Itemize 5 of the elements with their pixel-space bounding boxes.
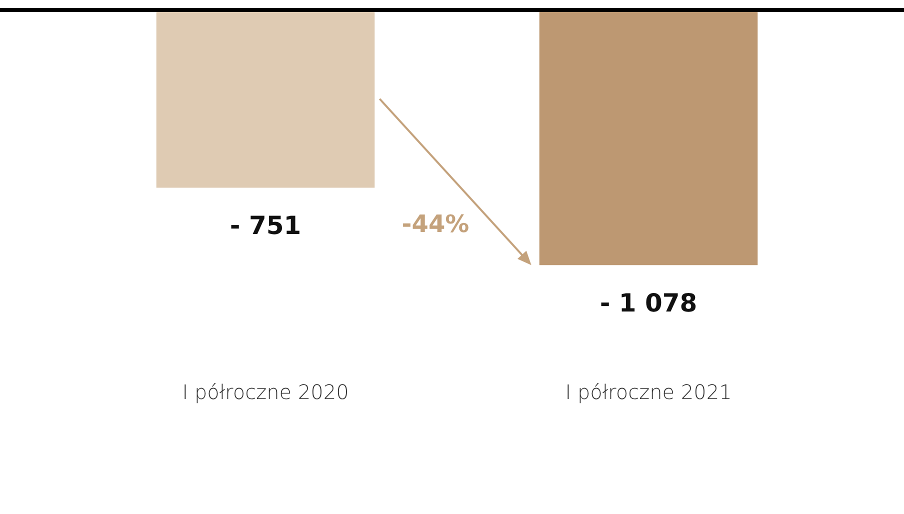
data-label: - 1 078 xyxy=(600,288,698,318)
x-tick-label: I półroczne 2020 xyxy=(182,380,349,404)
annotation: -44% xyxy=(402,210,470,238)
x-tick-label: I półroczne 2021 xyxy=(565,380,732,404)
data-label: - 751 xyxy=(230,211,302,240)
